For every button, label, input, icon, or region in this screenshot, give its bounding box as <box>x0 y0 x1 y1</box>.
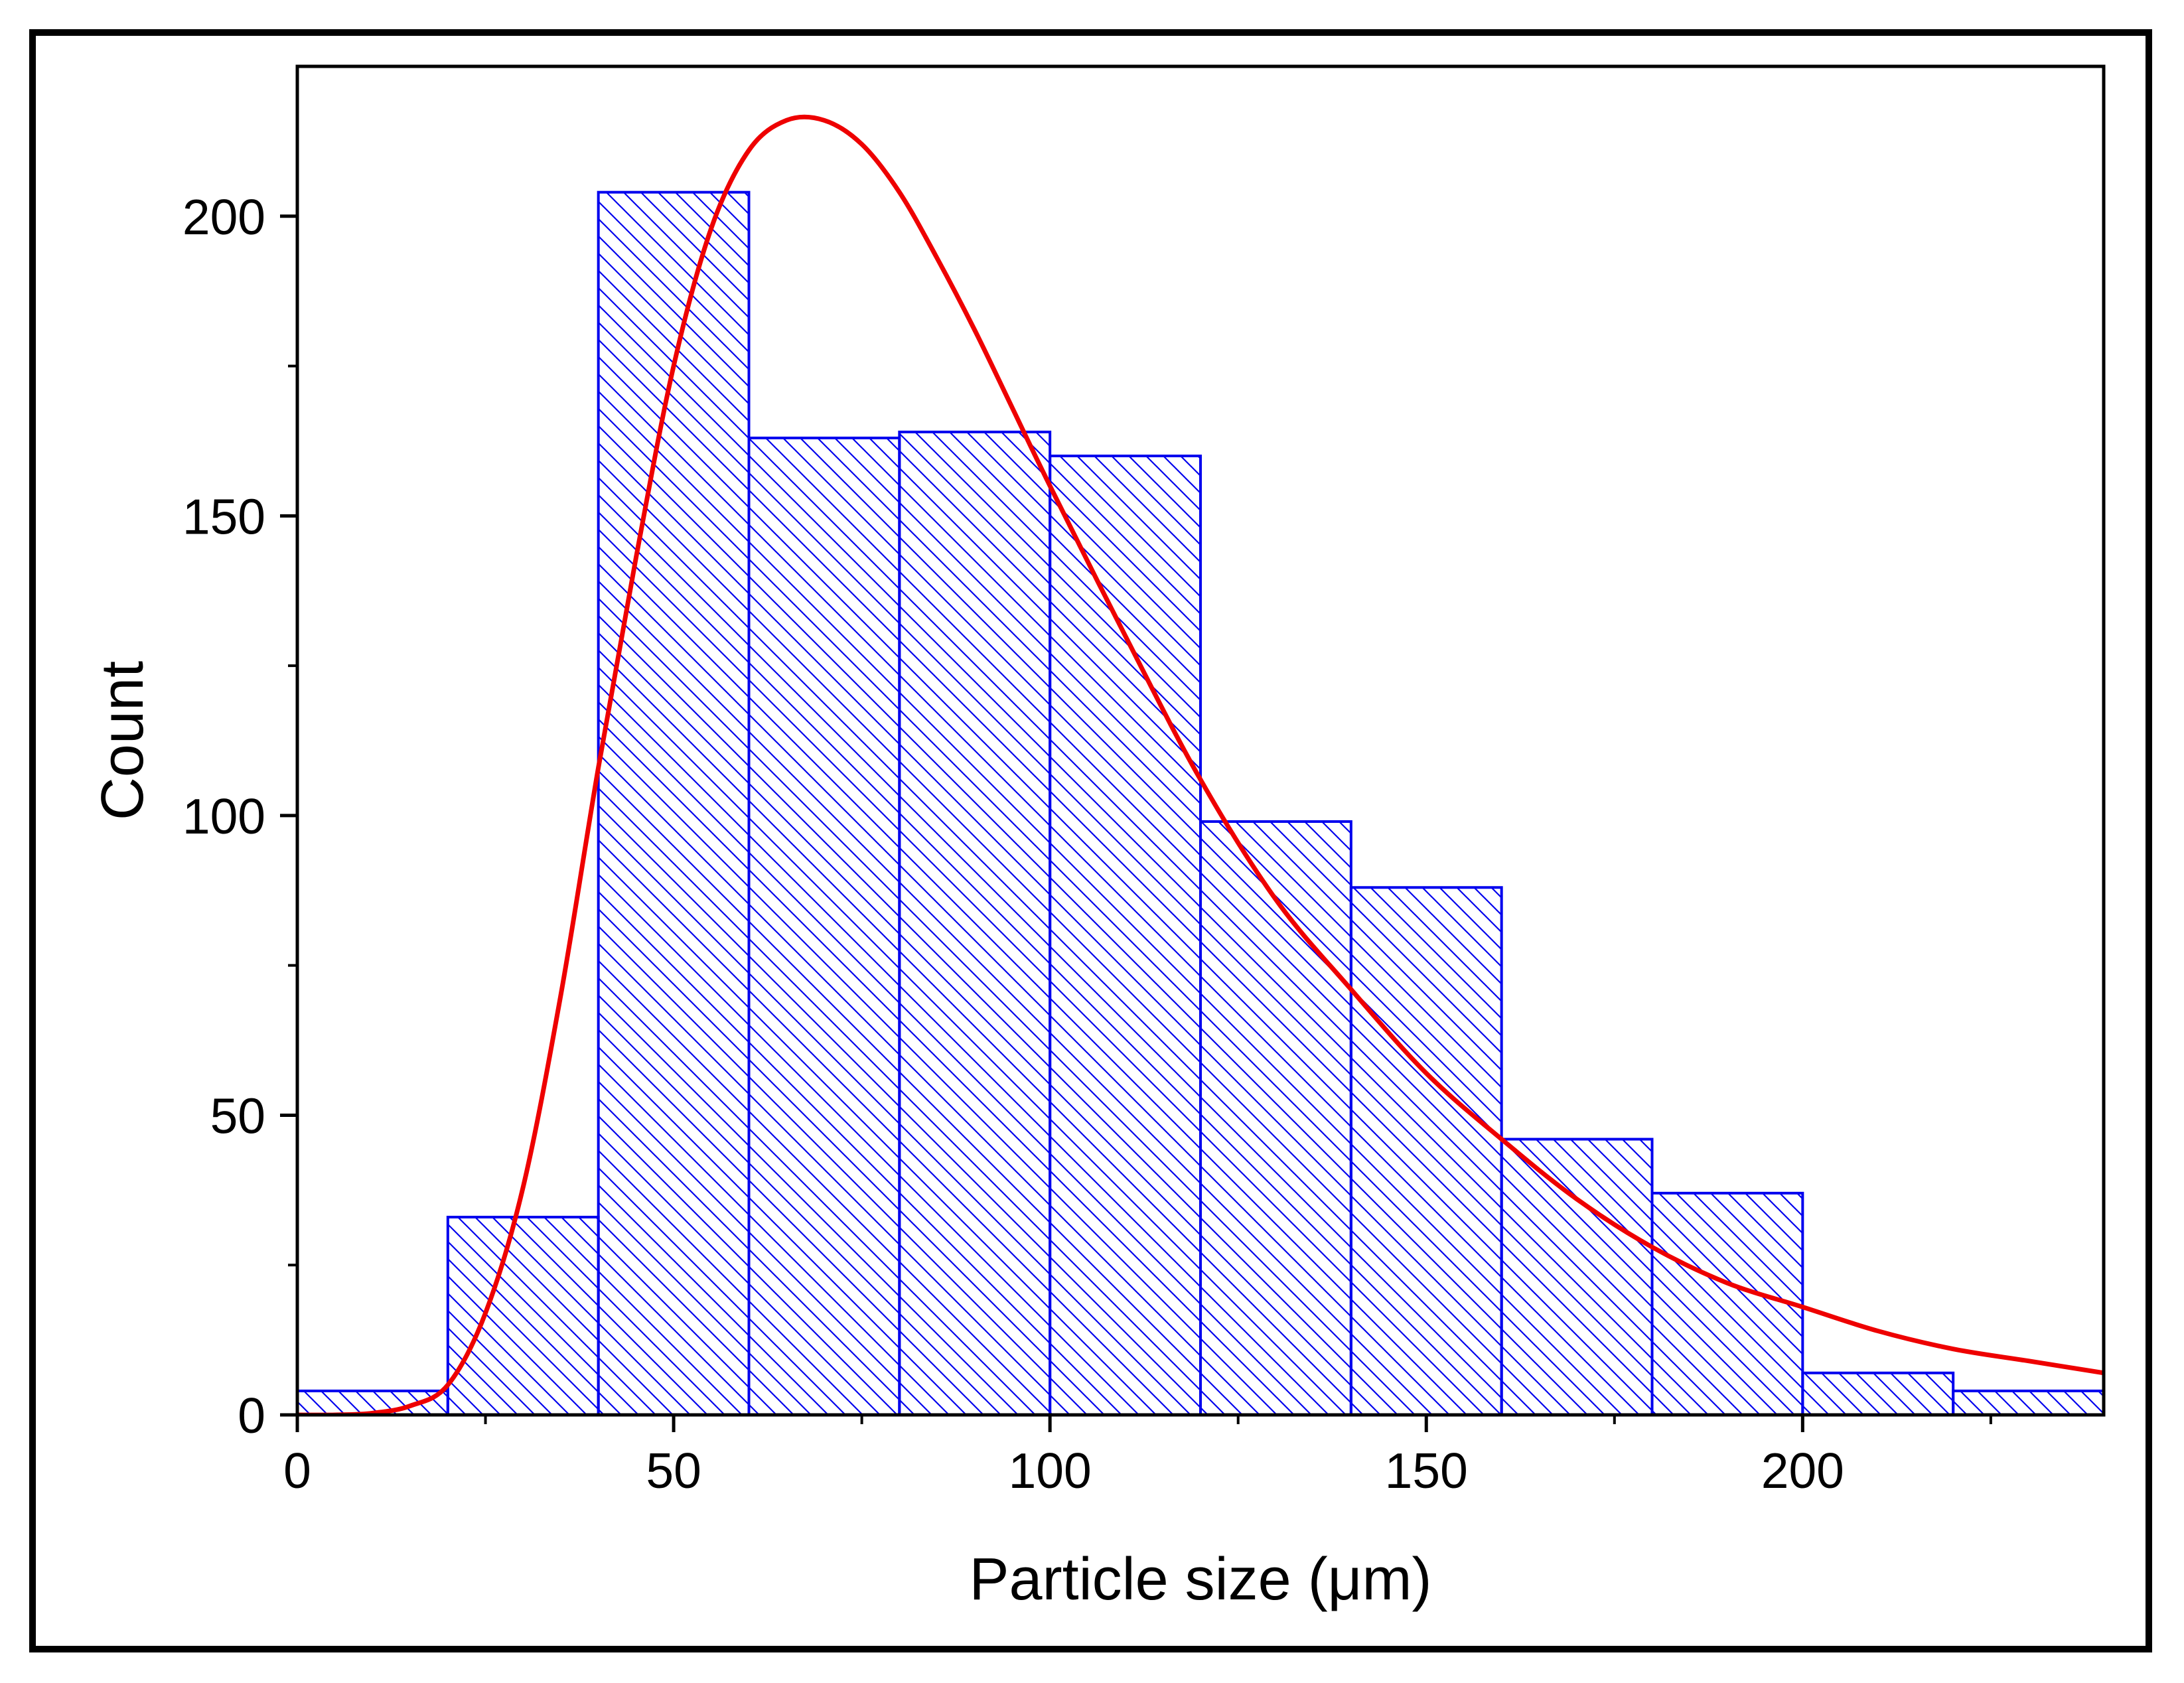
x-tick-label: 100 <box>1009 1443 1092 1499</box>
histogram-bar-11 <box>1952 1389 2106 1416</box>
histogram-bar-10 <box>1801 1371 1955 1417</box>
histogram-bar-9 <box>1650 1191 1804 1416</box>
y-tick-label: 200 <box>182 189 265 245</box>
y-axis-title: Count <box>90 661 156 820</box>
x-axis-title: Particle size (μm) <box>970 1546 1432 1613</box>
fit-curve <box>297 114 2104 1415</box>
histogram-bar-3 <box>747 436 901 1417</box>
x-tick-label: 50 <box>646 1443 701 1499</box>
plot-box <box>295 64 2106 1417</box>
axes: 0 50 100 150 200 0 50 100 150 200 <box>182 64 2106 1499</box>
histogram-bar-1 <box>446 1215 600 1417</box>
fit-curve-group <box>297 114 2104 1415</box>
histogram-bar-2 <box>597 190 751 1416</box>
histogram-bars <box>296 190 2106 1417</box>
histogram-bar-4 <box>898 430 1052 1416</box>
histogram-bar-8 <box>1500 1137 1654 1416</box>
x-tick-label: 200 <box>1761 1443 1844 1499</box>
histogram-bar-7 <box>1349 886 1503 1416</box>
histogram-bar-6 <box>1199 820 1352 1417</box>
x-tick-label: 0 <box>283 1443 311 1499</box>
y-tick-label: 0 <box>238 1388 265 1443</box>
y-tick-label: 150 <box>182 488 265 544</box>
y-tick-label: 50 <box>210 1088 265 1143</box>
y-tick-label: 100 <box>182 788 265 844</box>
x-tick-label: 150 <box>1385 1443 1468 1499</box>
histogram-bar-5 <box>1049 455 1202 1416</box>
